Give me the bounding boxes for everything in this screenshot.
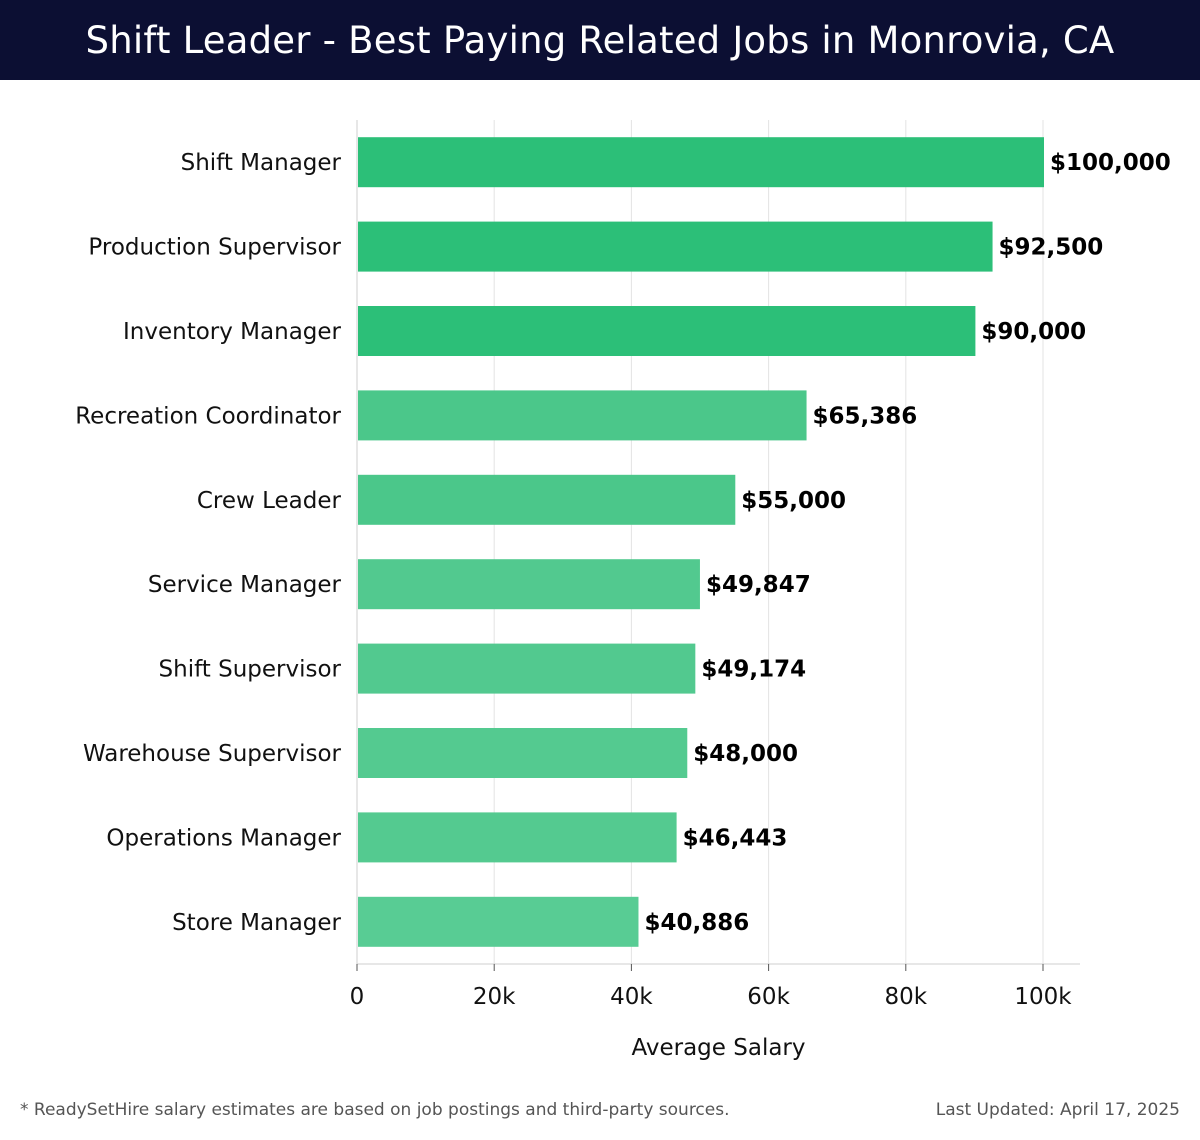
bar [358, 559, 700, 610]
value-label: $92,500 [999, 235, 1104, 261]
chart-header: Shift Leader - Best Paying Related Jobs … [0, 0, 1200, 80]
bar [358, 221, 993, 272]
x-tick-label: 80k [885, 984, 928, 1010]
value-label: $46,443 [683, 825, 788, 851]
category-label: Shift Manager [181, 150, 342, 176]
value-label: $49,847 [706, 572, 811, 598]
value-label: $90,000 [981, 319, 1086, 345]
value-label: $100,000 [1050, 150, 1171, 176]
bar [358, 390, 807, 441]
category-label: Recreation Coordinator [75, 403, 341, 429]
value-label: $48,000 [693, 741, 798, 767]
x-tick-label: 20k [473, 984, 516, 1010]
bar [358, 306, 976, 356]
x-tick-label: 40k [610, 984, 653, 1010]
bar [358, 137, 1044, 188]
category-label: Shift Supervisor [159, 657, 342, 683]
category-label: Inventory Manager [123, 319, 342, 345]
x-tick-label: 0 [350, 984, 365, 1010]
bar [358, 896, 639, 947]
bar [358, 812, 677, 863]
x-axis-title: Average Salary [631, 1035, 805, 1061]
chart-title: Shift Leader - Best Paying Related Jobs … [85, 18, 1115, 62]
category-label: Crew Leader [197, 488, 342, 514]
category-label: Store Manager [172, 910, 341, 936]
category-label: Service Manager [148, 572, 342, 598]
category-label: Production Supervisor [88, 235, 341, 261]
value-label: $65,386 [813, 403, 918, 429]
last-updated: Last Updated: April 17, 2025 [935, 1100, 1180, 1120]
value-label: $40,886 [644, 910, 749, 936]
x-tick-label: 100k [1014, 984, 1072, 1010]
x-tick-label: 60k [747, 984, 790, 1010]
category-label: Operations Manager [106, 825, 341, 851]
value-label: $55,000 [741, 488, 846, 514]
category-label: Warehouse Supervisor [83, 741, 342, 767]
bar [358, 643, 696, 694]
bar [358, 728, 688, 778]
value-label: $49,174 [701, 657, 806, 683]
bar [358, 474, 736, 525]
footnote: * ReadySetHire salary estimates are base… [20, 1100, 730, 1120]
